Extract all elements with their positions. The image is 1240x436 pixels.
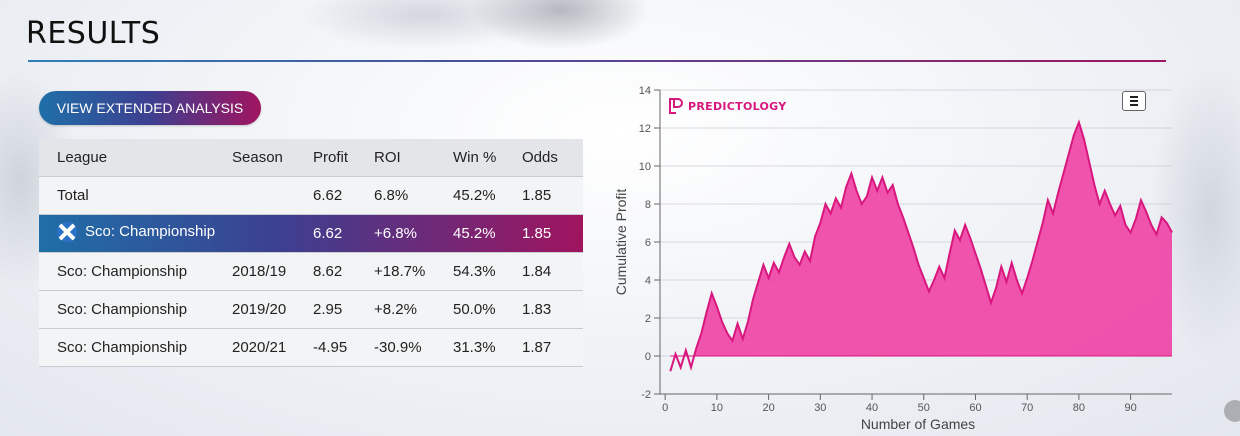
cell-odds: 1.85 [522, 176, 583, 215]
cell-odds: 1.87 [522, 328, 583, 367]
cell-odds: 1.83 [522, 290, 583, 329]
results-table: League Season Profit ROI Win % Odds Tota… [39, 139, 583, 367]
cell-season: 2018/19 [232, 252, 313, 291]
table-row-selected-league[interactable]: Sco: Championship 6.62 +6.8% 45.2% 1.85 [39, 214, 583, 253]
cell-season: 2019/20 [232, 290, 313, 329]
cell-profit: -4.95 [313, 328, 374, 367]
x-tick-label: 50 [918, 402, 930, 414]
cell-profit: 2.95 [313, 290, 374, 329]
cell-win-pct: 54.3% [453, 252, 522, 291]
y-tick-label: 12 [639, 123, 651, 135]
predictology-logo-text: PREDICTOLOGY [688, 99, 787, 113]
x-tick-label: 30 [814, 402, 826, 414]
cell-roi: +8.2% [374, 290, 453, 329]
chart-axes: -2 0 2 4 6 8 10 12 14 0 10 20 30 40 50 60 70 80 90 [639, 85, 1172, 414]
cell-roi: +6.8% [374, 214, 453, 253]
cell-season [232, 176, 313, 215]
title-divider [28, 60, 1166, 62]
cell-league: Sco: Championship [39, 290, 232, 329]
cell-season [232, 214, 313, 253]
y-tick-label: 2 [645, 313, 651, 325]
cell-profit: 6.62 [313, 176, 374, 215]
series-area-fill [670, 122, 1172, 356]
predictology-logo: PREDICTOLOGY [669, 98, 787, 114]
x-tick-label: 20 [762, 402, 774, 414]
table-row-total[interactable]: Total 6.62 6.8% 45.2% 1.85 [39, 176, 583, 215]
y-tick-label: -2 [641, 389, 651, 401]
cell-roi: +18.7% [374, 252, 453, 291]
column-header-odds[interactable]: Odds [522, 139, 583, 177]
x-tick-label: 10 [711, 402, 723, 414]
cell-league: Total [39, 176, 232, 215]
cell-win-pct: 45.2% [453, 176, 522, 215]
chart-menu-button[interactable] [1122, 91, 1146, 111]
cell-win-pct: 50.0% [453, 290, 522, 329]
cell-season: 2020/21 [232, 328, 313, 367]
column-header-roi[interactable]: ROI [374, 139, 453, 177]
cell-odds: 1.85 [522, 214, 583, 253]
column-header-league[interactable]: League [39, 139, 232, 177]
y-tick-label: 4 [645, 275, 651, 287]
cell-win-pct: 31.3% [453, 328, 522, 367]
cell-profit: 8.62 [313, 252, 374, 291]
cell-league: Sco: Championship [39, 214, 232, 253]
table-row[interactable]: Sco: Championship 2018/19 8.62 +18.7% 54… [39, 252, 583, 291]
column-header-season[interactable]: Season [232, 139, 313, 177]
view-extended-analysis-button[interactable]: VIEW EXTENDED ANALYSIS [39, 91, 261, 125]
x-tick-label: 60 [969, 402, 981, 414]
series-line [669, 119, 1173, 372]
table-row[interactable]: Sco: Championship 2019/20 2.95 +8.2% 50.… [39, 290, 583, 329]
y-tick-label: 8 [645, 199, 651, 211]
column-header-profit[interactable]: Profit [313, 139, 374, 177]
y-tick-label: 6 [645, 237, 651, 249]
x-tick-label: 90 [1125, 402, 1137, 414]
predictology-logo-icon [669, 98, 683, 114]
cell-league: Sco: Championship [39, 328, 232, 367]
cell-league-text: Sco: Championship [85, 223, 216, 240]
cell-profit: 6.62 [313, 214, 374, 253]
x-tick-label: 70 [1021, 402, 1033, 414]
cell-league: Sco: Championship [39, 252, 232, 291]
column-header-win-pct[interactable]: Win % [453, 139, 522, 177]
x-tick-label: 80 [1073, 402, 1085, 414]
x-tick-label: 0 [662, 402, 668, 414]
chart-canvas: -2 0 2 4 6 8 10 12 14 0 10 20 30 40 50 60 70 80 90 Cumulat… [613, 85, 1173, 432]
y-tick-label: 0 [645, 351, 651, 363]
cell-roi: -30.9% [374, 328, 453, 367]
table-row[interactable]: Sco: Championship 2020/21 -4.95 -30.9% 3… [39, 328, 583, 367]
cell-odds: 1.84 [522, 252, 583, 291]
table-header-row: League Season Profit ROI Win % Odds [39, 139, 583, 177]
cell-win-pct: 45.2% [453, 214, 522, 253]
x-tick-label: 40 [866, 402, 878, 414]
hamburger-menu-icon [1130, 96, 1138, 98]
cumulative-profit-chart: -2 0 2 4 6 8 10 12 14 0 10 20 30 40 50 60 70 80 90 Cumulat… [606, 80, 1178, 436]
scotland-flag-icon [57, 221, 77, 242]
chart-series-area [669, 119, 1173, 372]
cell-roi: 6.8% [374, 176, 453, 215]
page-title: RESULTS [26, 16, 161, 51]
x-axis-label: Number of Games [861, 416, 975, 432]
y-axis-label: Cumulative Profit [613, 189, 629, 296]
y-tick-label: 10 [639, 161, 651, 173]
y-tick-label: 14 [639, 85, 651, 97]
scroll-indicator[interactable] [1224, 400, 1240, 422]
